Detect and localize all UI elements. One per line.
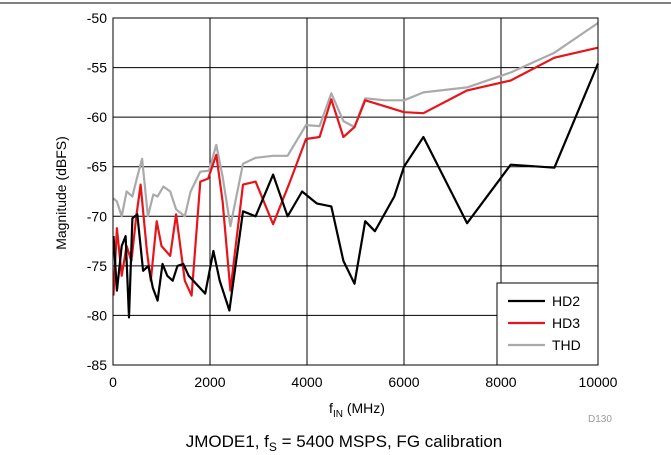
caption-part2: = 5400 MSPS, FG calibration	[277, 432, 502, 451]
y-tick-label: -50	[87, 10, 107, 26]
x-tick-label: 8000	[485, 374, 516, 390]
caption-part1: JMODE1, f	[186, 432, 269, 451]
series-line-hd3	[112, 46, 599, 297]
x-axis-label-main: f	[329, 400, 333, 416]
x-tick-label: 6000	[388, 374, 419, 390]
legend-label-thd: THD	[552, 337, 581, 353]
y-tick-label: -70	[87, 208, 107, 224]
y-tick-label: -80	[87, 307, 107, 323]
x-tick-label: 10000	[579, 374, 618, 390]
figure-code: D130	[588, 414, 612, 425]
series-lines	[112, 22, 600, 319]
y-tick-label: -85	[87, 357, 107, 373]
series-line-hd2	[112, 63, 600, 319]
caption-subscript: S	[269, 440, 277, 454]
y-tick-labels: -85 -80 -75 -70 -65 -60 -55 -50	[87, 10, 107, 373]
y-tick-label: -65	[87, 159, 107, 175]
x-tick-label: 2000	[194, 374, 225, 390]
legend: HD2 HD3 THD	[496, 282, 599, 366]
x-axis-label-unit: (MHz)	[343, 400, 385, 416]
x-tick-labels: 0 2000 4000 6000 8000 10000	[109, 374, 618, 390]
series-line-thd	[112, 22, 599, 228]
plot-frame	[112, 17, 599, 366]
x-tick-label: 0	[109, 374, 117, 390]
chart-caption: JMODE1, fS = 5400 MSPS, FG calibration	[186, 432, 503, 454]
legend-label-hd2: HD2	[552, 293, 580, 309]
y-tick-label: -75	[87, 258, 107, 274]
x-axis-label: fIN (MHz)	[329, 400, 385, 420]
legend-label-hd3: HD3	[552, 315, 580, 331]
x-axis-label-subscript: IN	[333, 409, 343, 420]
y-tick-label: -55	[87, 60, 107, 76]
x-tick-label: 4000	[291, 374, 322, 390]
y-tick-label: -60	[87, 109, 107, 125]
y-axis-label: Magnitude (dBFS)	[53, 136, 69, 250]
